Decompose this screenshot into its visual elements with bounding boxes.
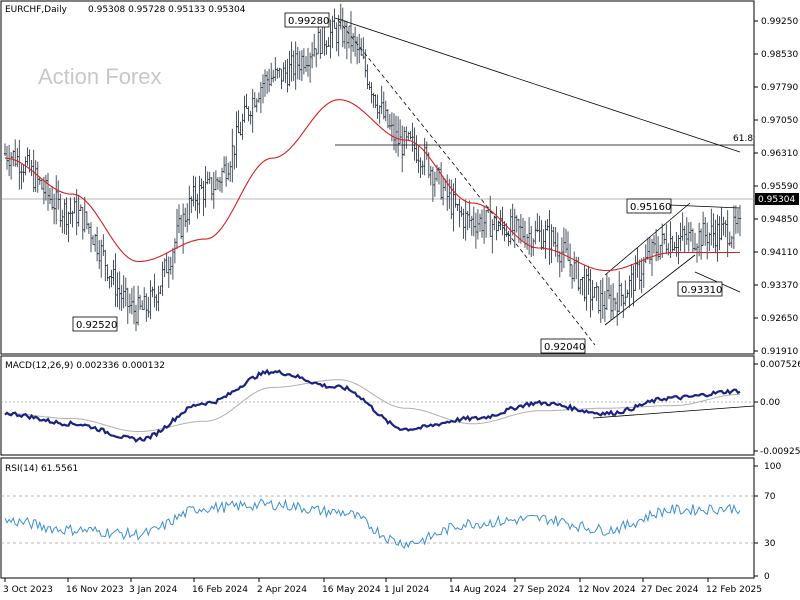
rsi-tick: 0: [764, 572, 770, 582]
fib-label: 61.8: [733, 134, 753, 144]
current-price-label: 0.95304: [758, 195, 795, 205]
moving-average-line: [4, 99, 740, 272]
x-tick: 27 Dec 2024: [641, 585, 699, 595]
annotation-low: 0.92040: [540, 338, 586, 354]
price-axis: 0.99250 0.98530 0.97790 0.97050 0.96310 …: [754, 17, 798, 357]
annotation-high: 0.99280: [284, 12, 330, 28]
long-trendline: [334, 17, 741, 153]
macd-panel: [0, 355, 755, 456]
chart-ohlc: 0.95308 0.95728 0.95133 0.95304: [88, 5, 246, 15]
annotation-0-9252-label: 0.92520: [76, 320, 117, 331]
price-tick: 0.99250: [761, 17, 798, 27]
x-tick: 2 Apr 2024: [257, 585, 307, 595]
rsi-line: [4, 498, 741, 550]
price-tick: 0.98530: [761, 50, 798, 60]
x-tick: 16 Feb 2024: [192, 585, 248, 595]
rsi-tick: 30: [764, 539, 776, 549]
annotation-high-label: 0.99280: [288, 16, 329, 27]
price-tick: 0.94850: [761, 215, 798, 225]
x-tick: 14 Aug 2024: [449, 585, 507, 595]
price-bars: [3, 3, 742, 332]
x-tick: 12 Feb 2025: [706, 585, 762, 595]
price-tick: 0.94110: [761, 248, 798, 258]
macd-trendline: [592, 405, 755, 419]
annotation-low-label: 0.92040: [544, 342, 585, 353]
price-panel: [0, 0, 755, 355]
macd-tick: -0.009252: [760, 447, 800, 457]
price-tick: 0.93370: [761, 281, 798, 291]
annotation-0-9331: 0.93310: [677, 281, 723, 297]
current-price-badge: 0.95304: [755, 193, 799, 205]
price-tick: 0.97050: [761, 116, 798, 126]
price-bar: [738, 205, 742, 237]
macd-main-line: [4, 368, 741, 443]
price-tick: 0.95590: [761, 182, 798, 192]
macd-label: MACD(12,26,9) 0.002336 0.000132: [5, 361, 165, 371]
annotation-0-9331-label: 0.93310: [681, 285, 722, 296]
x-tick: 27 Sep 2024: [513, 585, 570, 595]
channel-lower-line: [604, 254, 696, 326]
rsi-tick: 100: [764, 462, 781, 472]
x-tick: 16 Nov 2023: [66, 585, 124, 595]
price-tick: 0.96310: [761, 149, 798, 159]
dashed-decline-line: [337, 19, 461, 173]
resistance-line: [669, 204, 741, 209]
rsi-panel: [0, 457, 755, 579]
x-axis: 3 Oct 2023 16 Nov 2023 3 Jan 2024 16 Feb…: [3, 578, 762, 595]
x-tick: 3 Oct 2023: [3, 585, 53, 595]
chart-symbol: EURCHF,Daily: [5, 5, 68, 15]
x-tick: 1 Jul 2024: [384, 585, 429, 595]
rsi-tick: 70: [764, 492, 776, 502]
rsi-label: RSI(14) 61.5561: [5, 464, 78, 474]
annotation-0-9252: 0.92520: [72, 316, 118, 332]
dashed-decline-line-2: [459, 171, 596, 346]
x-tick: 12 Nov 2024: [578, 585, 636, 595]
price-tick: 0.91910: [761, 347, 798, 357]
annotation-0-9516: 0.95160: [626, 198, 672, 214]
macd-tick: 0.00: [760, 398, 780, 408]
price-tick: 0.97790: [761, 83, 798, 93]
x-tick: 16 May 2024: [322, 585, 381, 595]
watermark: Action Forex: [38, 64, 162, 89]
annotation-0-9516-label: 0.95160: [630, 202, 671, 213]
price-tick: 0.92650: [761, 314, 798, 324]
x-tick: 3 Jan 2024: [129, 585, 177, 595]
macd-signal-line: [5, 379, 740, 432]
macd-tick: 0.007526: [760, 360, 800, 370]
